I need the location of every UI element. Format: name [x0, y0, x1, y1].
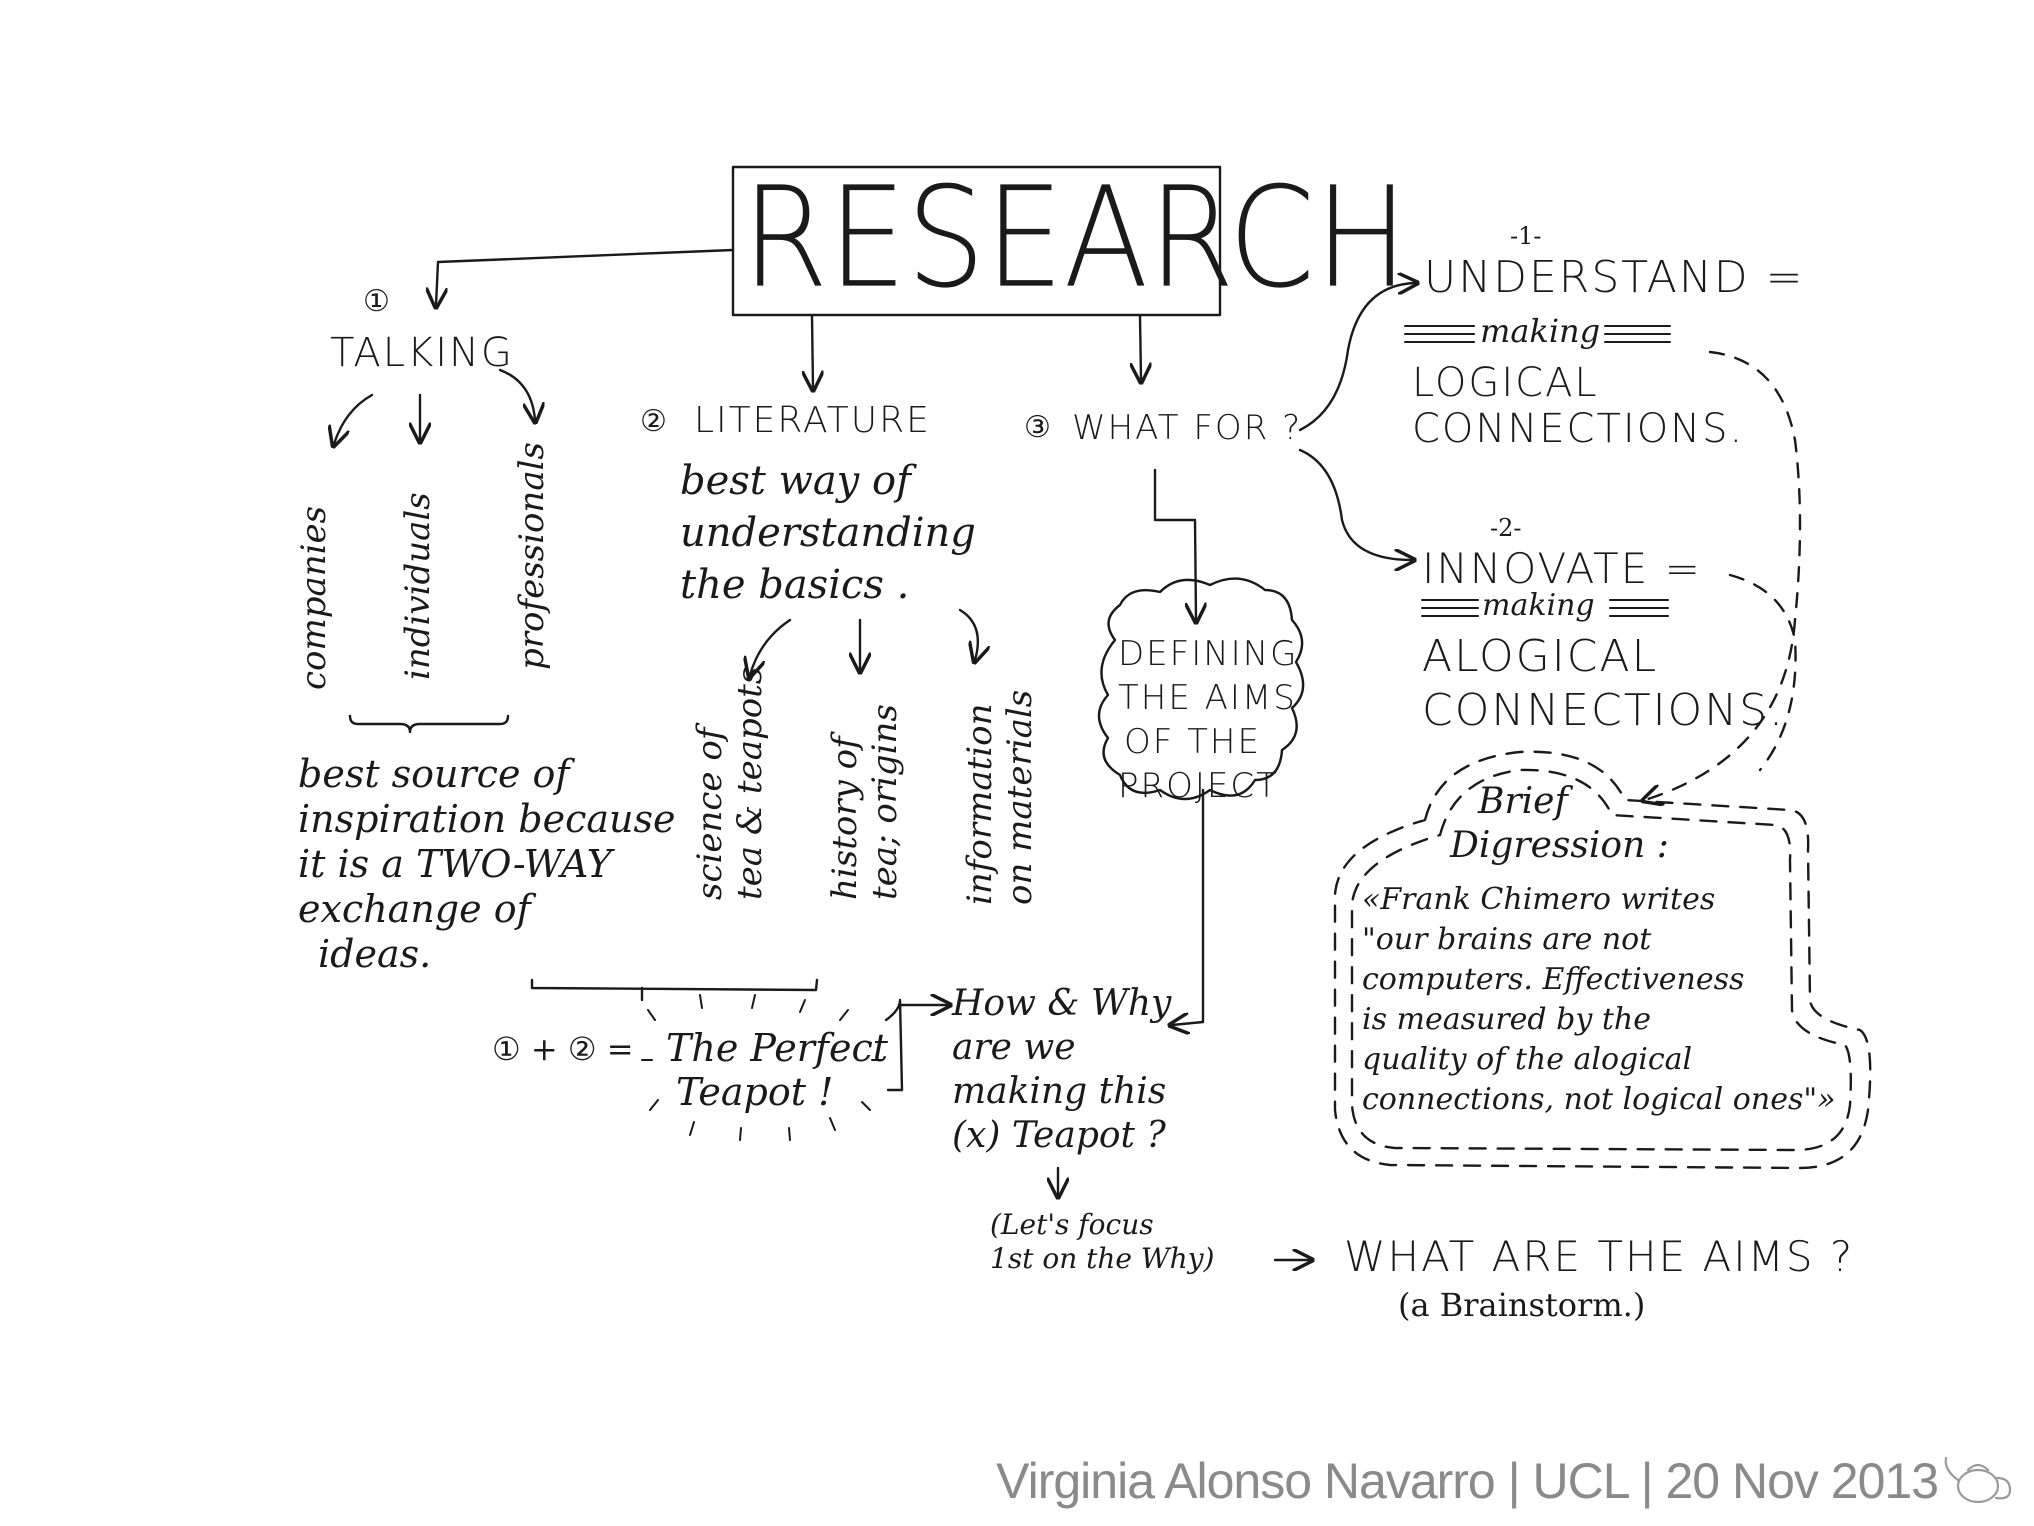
branch-professionals: professionals [512, 442, 552, 670]
brainstorm-note: (a Brainstorm.) [1398, 1286, 1646, 1324]
teapot-formula: ① + ② = [492, 1030, 634, 1068]
digression-border-inner [1350, 768, 1853, 1152]
arrow-to-innovate [1298, 448, 1412, 560]
talking-conclusion: best source of inspiration because it is… [298, 752, 676, 976]
arrow-to-aims-cloud [1153, 468, 1196, 620]
arrow-to-literature [812, 314, 813, 388]
arrow-companies [334, 393, 374, 444]
dashed-understand-link [1645, 350, 1802, 800]
talking-label: TALKING [330, 330, 514, 376]
arrow-information [958, 608, 978, 660]
aims-cloud-text: DEFINING THE AIMS OF THE PROJECT [1118, 634, 1299, 806]
teapot-icon [1944, 1456, 2012, 1504]
arrow-to-how-why [1172, 788, 1205, 1025]
aims-cloud [1097, 577, 1305, 801]
innovate-number: -2- [1490, 514, 1522, 542]
teapot-label: The Perfect Teapot ! [666, 1026, 889, 1114]
title-box [731, 165, 1222, 317]
branch-science: science of tea & teapots [690, 666, 770, 900]
digression-quote: «Frank Chimero writes "our brains are no… [1362, 882, 1836, 1117]
literature-label: LITERATURE [694, 400, 931, 441]
dashed-innovate-link [1728, 573, 1797, 772]
understand-lines: LOGICAL CONNECTIONS. [1412, 360, 1745, 452]
focus-note: (Let's focus 1st on the Why) [990, 1208, 1215, 1275]
literature-note: best way of understanding the basics . [680, 458, 976, 608]
innovate-making-rules [1421, 599, 1669, 617]
combine-bracket [530, 978, 819, 1002]
arrow-professionals [498, 368, 535, 420]
innovate-lines: ALOGICAL CONNECTIONS. [1422, 631, 1786, 736]
aims-question: WHAT ARE THE AIMS ? [1344, 1232, 1855, 1281]
branch-information: information on materials [960, 689, 1040, 905]
digression-title: Brief Digression : [1450, 781, 1669, 866]
how-why-text: How & Why are we making this (x) Teapot … [952, 983, 1172, 1156]
teapot-bracket [884, 1000, 948, 1092]
arrow-science [750, 618, 792, 675]
arrow-to-understand [1298, 283, 1415, 432]
what-for-label: WHAT FOR ? [1072, 408, 1303, 448]
understand-making: making [1480, 312, 1601, 350]
branch-individuals: individuals [398, 492, 438, 680]
understand-label: UNDERSTAND = [1424, 252, 1805, 303]
innovate-label: INNOVATE = [1422, 544, 1702, 593]
branch-companies: companies [294, 505, 334, 690]
digression-border-outer [1333, 750, 1872, 1170]
talking-brace [348, 714, 510, 734]
page-title: RESEARCH [742, 158, 1409, 320]
arrow-to-what-for [1140, 314, 1141, 380]
teapot-sparkle [641, 994, 883, 1141]
arrow-to-talking [436, 248, 735, 305]
innovate-making: making [1482, 588, 1595, 623]
literature-number: ② [640, 404, 667, 439]
talking-number: ① [363, 284, 390, 319]
footer-credit: Virginia Alonso Navarro | UCL | 20 Nov 2… [996, 1453, 1939, 1509]
what-for-number: ③ [1024, 410, 1051, 445]
branch-history: history of tea; origins [825, 704, 905, 900]
understand-number: -1- [1510, 222, 1542, 250]
understand-making-rules [1404, 325, 1671, 343]
